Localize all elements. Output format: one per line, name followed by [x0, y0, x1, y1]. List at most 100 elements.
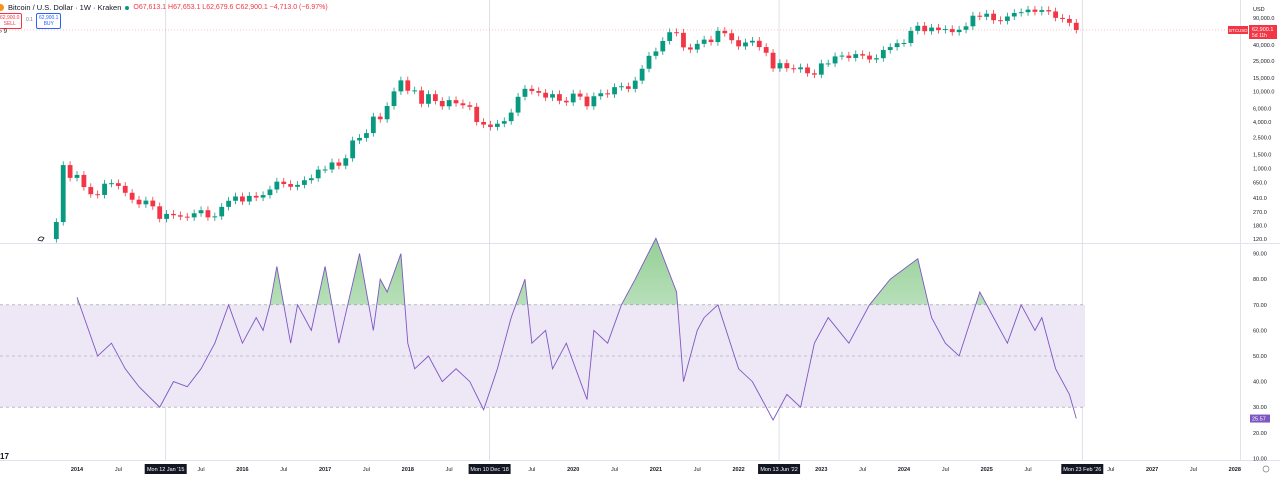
- time-marker-label: Mon 10 Dec '18: [470, 467, 508, 473]
- candle-body: [205, 210, 211, 218]
- candle-body: [646, 55, 652, 69]
- candle-body: [357, 137, 362, 141]
- settings-gear-icon[interactable]: [1262, 465, 1270, 473]
- price-tick-label: 10,000.0: [1253, 89, 1274, 95]
- price-tick-label: 4,000.0: [1253, 120, 1271, 126]
- time-marker-badge: [1061, 464, 1104, 474]
- candle-body: [929, 27, 934, 32]
- candle-body: [805, 67, 810, 74]
- time-marker-label: Mon 12 Jan '15: [147, 467, 184, 473]
- candle-body: [522, 88, 528, 97]
- candle-body: [984, 13, 990, 17]
- buy-label: BUY: [43, 21, 54, 27]
- candle-body: [557, 94, 562, 101]
- sell-label: SELL: [3, 21, 16, 27]
- candle-body: [343, 158, 349, 166]
- candle-body: [908, 30, 914, 43]
- ohlc-values: O67,613.1 H67,653.1 L62,679.6 C62,900.1 …: [133, 4, 327, 11]
- candle-body: [233, 196, 238, 201]
- candle-body: [756, 40, 762, 48]
- candle-body: [770, 52, 776, 69]
- candle-body: [708, 39, 714, 43]
- candle-body: [481, 121, 487, 125]
- time-marker-label: Mon 23 Feb '26: [1063, 467, 1101, 473]
- symbol-badge: [1228, 26, 1248, 34]
- candle-body: [798, 67, 804, 70]
- rsi-tick-label: 10.00: [1253, 456, 1267, 462]
- drawing-tool-icon[interactable]: [37, 236, 45, 242]
- candle-body: [846, 55, 852, 58]
- candle-body: [1025, 9, 1031, 13]
- candle-body: [136, 199, 142, 205]
- candle-body: [825, 63, 831, 65]
- rsi-tick-label: 90.00: [1253, 252, 1267, 258]
- candle-body: [1039, 10, 1045, 12]
- candle-body: [963, 26, 969, 30]
- candle-body: [53, 222, 59, 240]
- rsi-overbought-fill: [77, 238, 987, 305]
- candle-body: [281, 181, 287, 185]
- candle-body: [998, 20, 1003, 22]
- candle-body: [1004, 16, 1010, 21]
- candle-body: [150, 200, 156, 207]
- time-marker-badge: [144, 464, 187, 474]
- candle-body: [991, 13, 996, 21]
- time-tick-label: Jul: [115, 467, 122, 473]
- change-value: −4,713.0 (−6.97%): [269, 4, 328, 11]
- indicator-toggle[interactable]: › 9: [0, 29, 8, 35]
- candle-body: [350, 140, 356, 159]
- currency-label[interactable]: USD: [1253, 7, 1265, 13]
- candle-body: [701, 39, 707, 44]
- time-tick-label: 2024: [898, 467, 911, 473]
- tradingview-logo[interactable]: 17: [0, 452, 9, 461]
- candle-body: [736, 40, 741, 47]
- low-value: L62,679.6: [202, 4, 234, 11]
- candle-body: [267, 189, 273, 196]
- candle-body: [529, 88, 535, 92]
- candle-body: [122, 185, 128, 193]
- candle-body: [722, 30, 728, 34]
- time-tick-label: 2018: [402, 467, 414, 473]
- symbol-title[interactable]: Bitcoin / U.S. Dollar · 1W · Kraken: [8, 3, 122, 12]
- candle-body: [81, 174, 87, 188]
- candle-body: [1067, 18, 1072, 23]
- candle-body: [729, 33, 735, 41]
- time-tick-label: 2017: [319, 467, 331, 473]
- candle-body: [295, 184, 300, 187]
- candle-body: [584, 96, 590, 107]
- candle-body: [494, 123, 500, 127]
- candle-body: [508, 112, 514, 122]
- price-tick-label: 180.0: [1253, 224, 1267, 230]
- candle-body: [177, 215, 183, 217]
- time-tick-label: Jul: [859, 467, 866, 473]
- candle-body: [543, 92, 549, 98]
- candle-body: [377, 116, 383, 120]
- candle-body: [625, 86, 631, 89]
- time-tick-label: 2028: [1229, 467, 1241, 473]
- spread-value: 0.1: [26, 17, 33, 23]
- candle-body: [632, 80, 638, 89]
- candle-body: [570, 93, 576, 103]
- rsi-value-badge: [1250, 414, 1270, 423]
- high-value: H67,653.1: [168, 4, 201, 11]
- candle-body: [336, 162, 342, 166]
- candle-body: [874, 58, 879, 60]
- time-tick-label: 2022: [732, 467, 744, 473]
- candle-body: [329, 162, 335, 170]
- rsi-tick-label: 40.00: [1253, 380, 1267, 386]
- candle-body: [219, 206, 225, 217]
- time-tick-label: Jul: [1190, 467, 1197, 473]
- candle-body: [246, 195, 252, 202]
- candle-body: [577, 93, 583, 97]
- candle-body: [674, 32, 679, 34]
- time-marker-label: Mon 13 Jun '22: [760, 467, 797, 473]
- rsi-tick-label: 80.00: [1253, 277, 1267, 283]
- candle-body: [880, 50, 886, 59]
- rsi-tick-label: 50.00: [1253, 354, 1267, 360]
- buy-button[interactable]: 62,900.1 BUY: [36, 13, 62, 29]
- candle-body: [867, 55, 872, 60]
- candle-body: [1073, 22, 1079, 30]
- candle-body: [432, 94, 438, 101]
- sell-button[interactable]: 62,900.0 SELL: [0, 13, 23, 29]
